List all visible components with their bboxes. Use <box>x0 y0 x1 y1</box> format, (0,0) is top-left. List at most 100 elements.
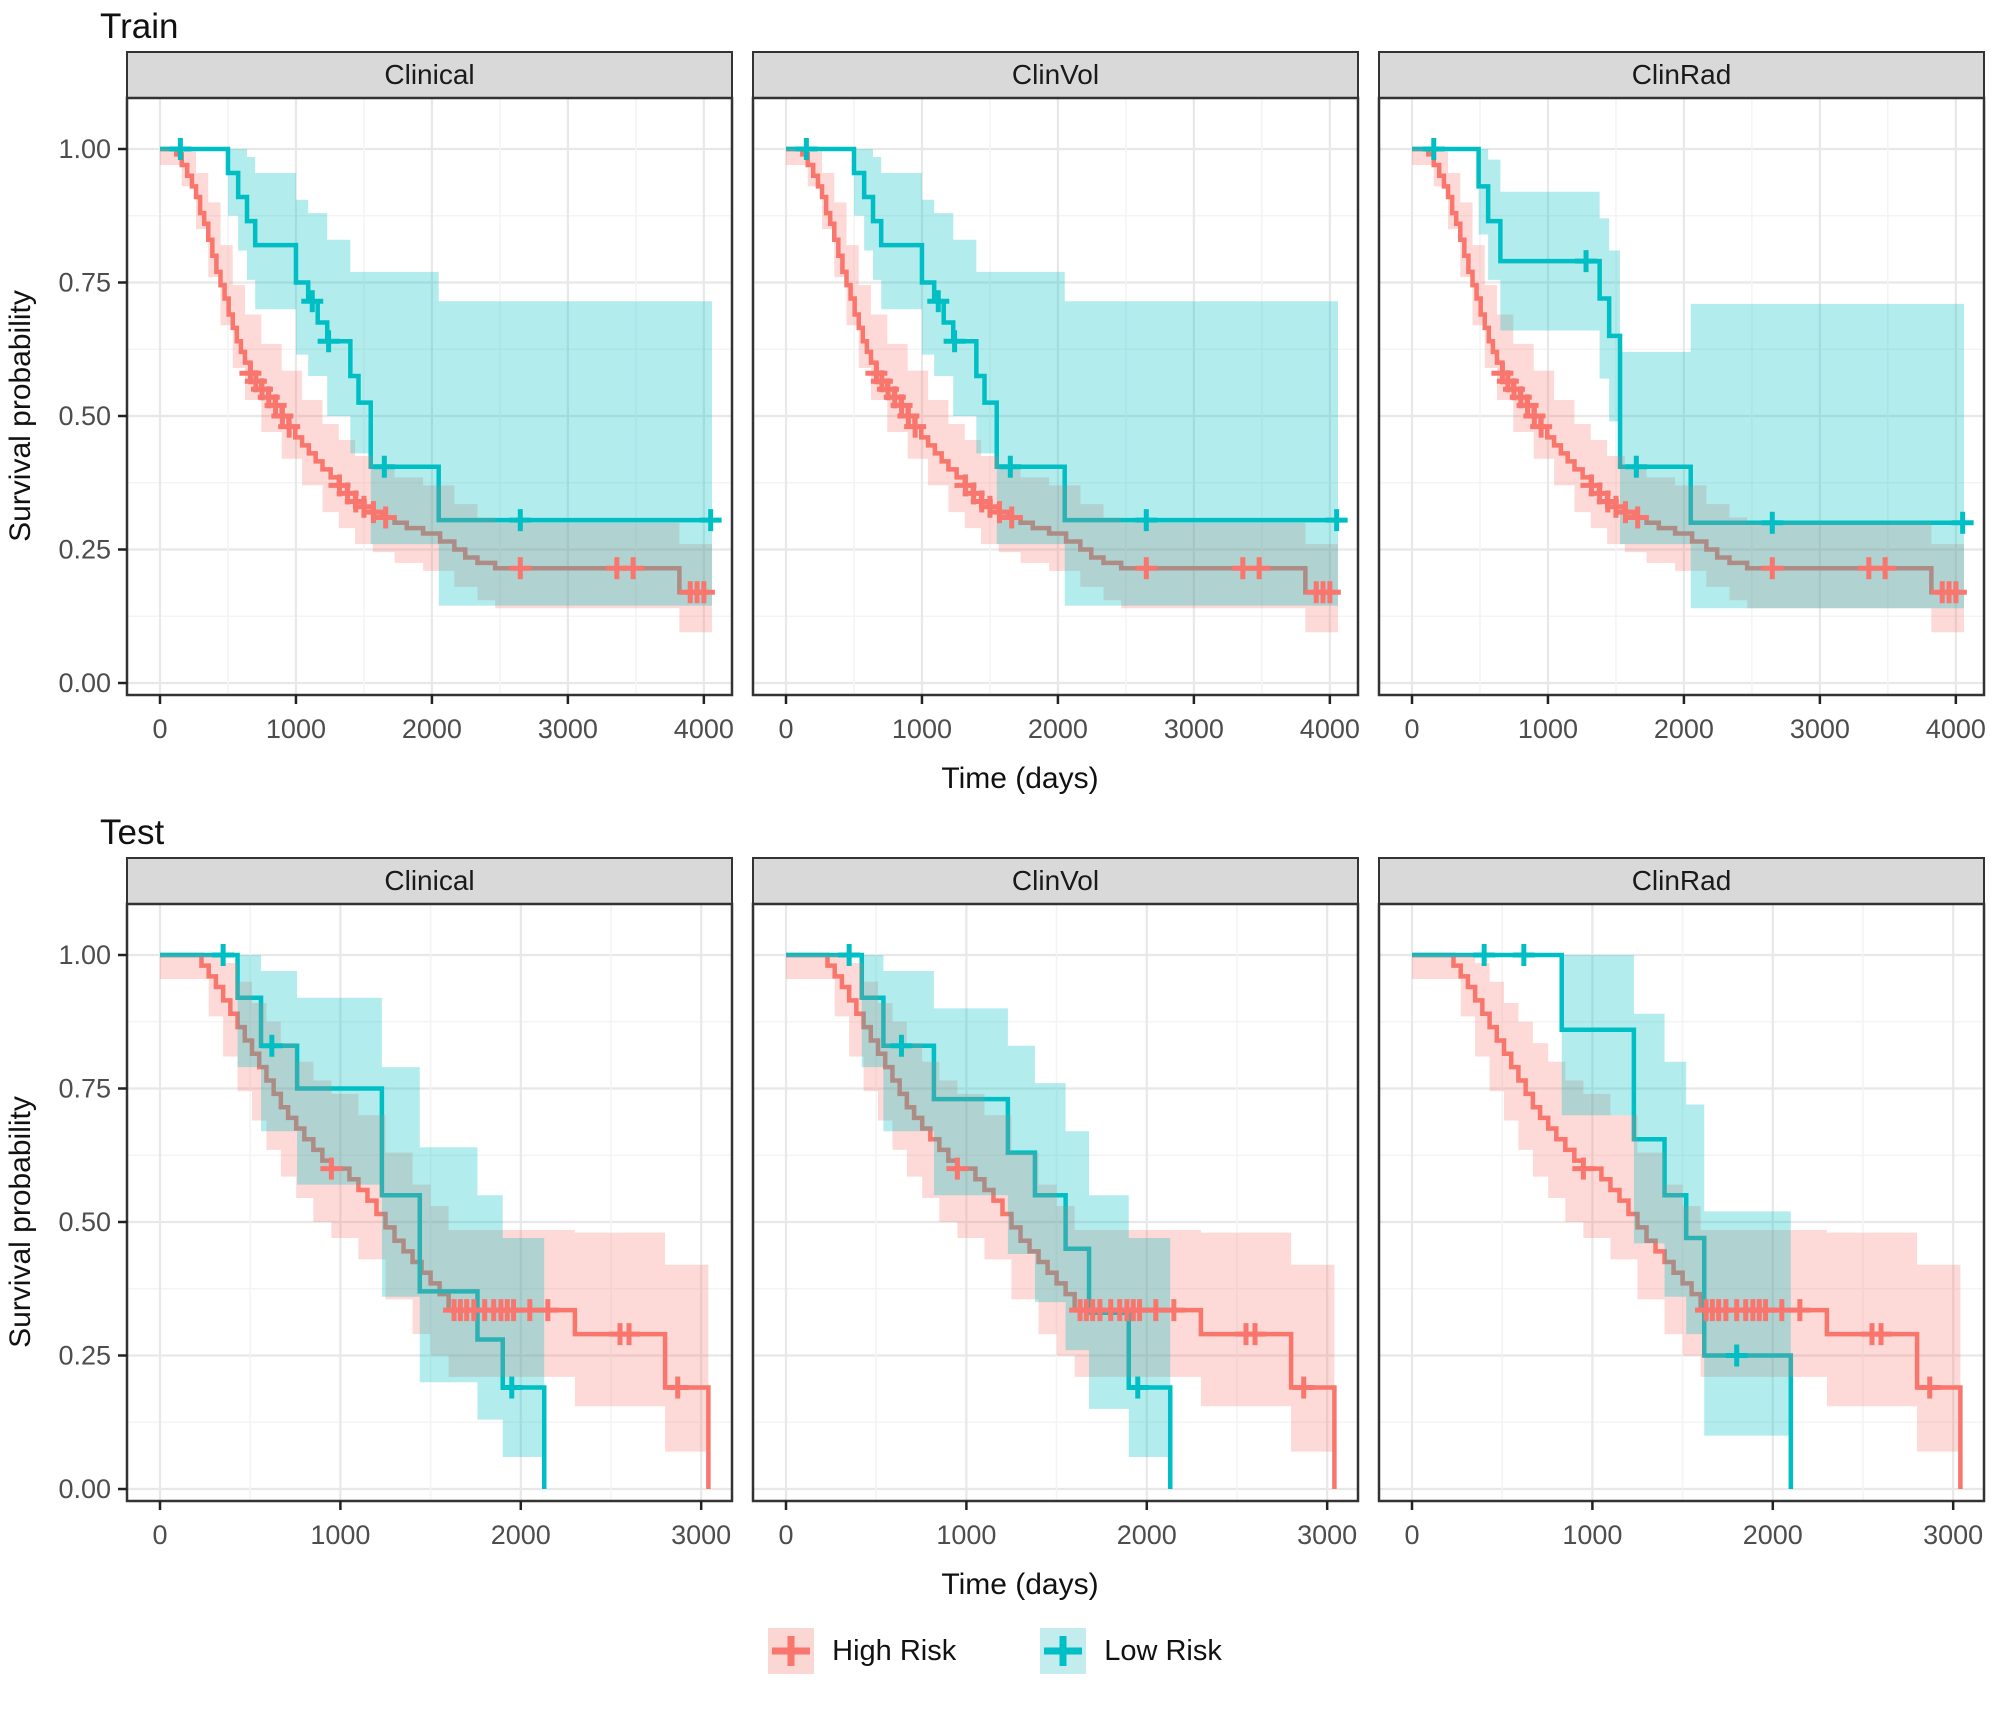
high-risk-curve <box>786 952 1337 1489</box>
panel-border <box>751 902 1360 1503</box>
x-axis-tick-label: 2000 <box>1028 714 1088 744</box>
risk-legend: High Risk Low Risk <box>0 1628 1990 1674</box>
x-axis-tick-label: 3000 <box>538 714 598 744</box>
y-axis-tick-label: 0.75 <box>58 268 111 298</box>
y-axis-tick-label: 0.25 <box>58 1341 111 1371</box>
facet-strip-label: Clinical <box>384 865 474 896</box>
y-axis-title: Survival probability <box>4 290 37 542</box>
y-axis-tick-label: 0.50 <box>58 1207 111 1237</box>
low-risk-censor-marks <box>1473 944 1748 1367</box>
high-risk-censor-marks <box>1572 1157 1941 1399</box>
legend-item-low-risk: Low Risk <box>1040 1628 1222 1674</box>
panel-border <box>1377 902 1986 1503</box>
x-axis-tick-label: 2000 <box>1743 1520 1803 1550</box>
panel-test-clinrad: ClinRad 0 1000 2000 3000 <box>1377 857 1986 1550</box>
y-axis-tick-label: 0.00 <box>58 668 111 698</box>
high-risk-curve <box>1412 952 1963 1489</box>
test-chart: Clinical 0 1000 2000 3000 1.00 0.75 0.50 0.25 0.0… <box>4 857 1986 1601</box>
low-risk-confidence-band <box>786 955 1171 1457</box>
x-axis-tick-label: 3000 <box>1923 1520 1983 1550</box>
high-risk-censor-marks <box>239 362 715 604</box>
x-axis-tick-label: 2000 <box>1654 714 1714 744</box>
low-risk-curve <box>160 952 547 1489</box>
facet-strip-label: ClinRad <box>1632 865 1732 896</box>
panel-test-clinical: Clinical 0 1000 2000 3000 1.00 0.75 0.50 0.25 0.0… <box>58 857 734 1550</box>
high-risk-confidence-band <box>1412 955 1961 1452</box>
x-axis-tick-label: 1000 <box>310 1520 370 1550</box>
high-risk-censor-marks <box>320 1157 689 1399</box>
panel-border <box>1377 96 1986 697</box>
x-axis-tick-label: 0 <box>1404 1520 1419 1550</box>
plot-background <box>753 904 1358 1501</box>
high-risk-censor-marks <box>946 1157 1315 1399</box>
x-axis-tick-label: 1000 <box>1562 1520 1622 1550</box>
x-axis-tick-label: 2000 <box>491 1520 551 1550</box>
low-risk-censor-marks <box>212 944 523 1399</box>
low-risk-confidence-band <box>1412 955 1791 1436</box>
panel-border <box>125 902 734 1503</box>
x-axis-tick-label: 1000 <box>266 714 326 744</box>
train-chart: Clinical 0 1000 2000 3000 4000 1.00 0.75 0.50 0.2… <box>4 51 1986 795</box>
plot-background <box>127 904 732 1501</box>
high-risk-key-icon <box>768 1628 815 1674</box>
panel-test-clinvol: ClinVol 0 1000 2000 3000 <box>751 857 1360 1550</box>
panel-border <box>125 96 734 697</box>
facet-strip <box>126 857 733 905</box>
x-axis-tick-label: 4000 <box>1926 714 1986 744</box>
low-risk-curve <box>1412 146 1964 526</box>
high-risk-censor-marks <box>865 362 1341 604</box>
facet-strip <box>126 51 733 99</box>
low-risk-censor-marks <box>169 138 722 532</box>
x-axis-tick-label: 3000 <box>1164 714 1224 744</box>
high-risk-confidence-band <box>160 955 709 1452</box>
low-risk-censor-marks <box>1422 138 1974 534</box>
facet-strip-label: ClinRad <box>1632 59 1732 90</box>
test-section-title: Test <box>100 813 165 852</box>
x-axis-tick-label: 0 <box>152 1520 167 1550</box>
x-axis-tick-label: 1000 <box>892 714 952 744</box>
x-axis-tick-label: 0 <box>1404 714 1419 744</box>
gridlines <box>1379 98 1984 695</box>
legend-item-high-risk: High Risk <box>768 1628 956 1674</box>
gridlines <box>753 904 1358 1501</box>
low-risk-key-icon <box>1040 1628 1087 1674</box>
panel-border <box>751 96 1360 697</box>
train-section-title: Train <box>100 7 179 46</box>
x-axis-tick-label: 1000 <box>1518 714 1578 744</box>
facet-strip-label: Clinical <box>384 59 474 90</box>
y-axis-tick-label: 1.00 <box>58 134 111 164</box>
facet-strip-label: ClinVol <box>1012 865 1099 896</box>
high-risk-confidence-band <box>786 955 1335 1452</box>
facet-strip-label: ClinVol <box>1012 59 1099 90</box>
plot-background <box>1379 904 1984 1501</box>
high-risk-curve <box>160 952 711 1489</box>
y-axis-tick-label: 0.75 <box>58 1074 111 1104</box>
y-axis-tick-label: 0.50 <box>58 401 111 431</box>
low-risk-confidence-band <box>160 149 712 606</box>
x-axis-tick-label: 2000 <box>1117 1520 1177 1550</box>
gridlines <box>1379 904 1984 1501</box>
low-risk-legend-label: Low Risk <box>1104 1634 1222 1667</box>
low-risk-curve <box>1412 952 1794 1489</box>
gridlines <box>127 904 732 1501</box>
facet-strip <box>1378 51 1985 99</box>
low-risk-censor-marks <box>838 944 1149 1399</box>
x-axis-tick-label: 4000 <box>1300 714 1360 744</box>
x-axis-tick-label: 3000 <box>1790 714 1850 744</box>
x-axis-tick-label: 0 <box>778 714 793 744</box>
y-axis-tick-label: 1.00 <box>58 940 111 970</box>
panel-train-clinical: Clinical 0 1000 2000 3000 4000 1.00 0.75 0.50 0.2… <box>58 51 734 744</box>
low-risk-confidence-band <box>1412 149 1964 609</box>
panel-train-clinvol: ClinVol 0 1000 2000 3000 4000 <box>751 51 1360 744</box>
high-risk-legend-label: High Risk <box>832 1634 957 1667</box>
x-axis-title: Time (days) <box>941 762 1098 795</box>
y-axis-tick-label: 0.00 <box>58 1474 111 1504</box>
x-axis-tick-label: 4000 <box>674 714 734 744</box>
x-axis-tick-label: 3000 <box>671 1520 731 1550</box>
low-risk-confidence-band <box>160 955 545 1457</box>
low-risk-censor-marks <box>795 138 1348 532</box>
gridlines <box>127 98 732 695</box>
facet-strip <box>752 857 1359 905</box>
x-axis-tick-label: 1000 <box>936 1520 996 1550</box>
